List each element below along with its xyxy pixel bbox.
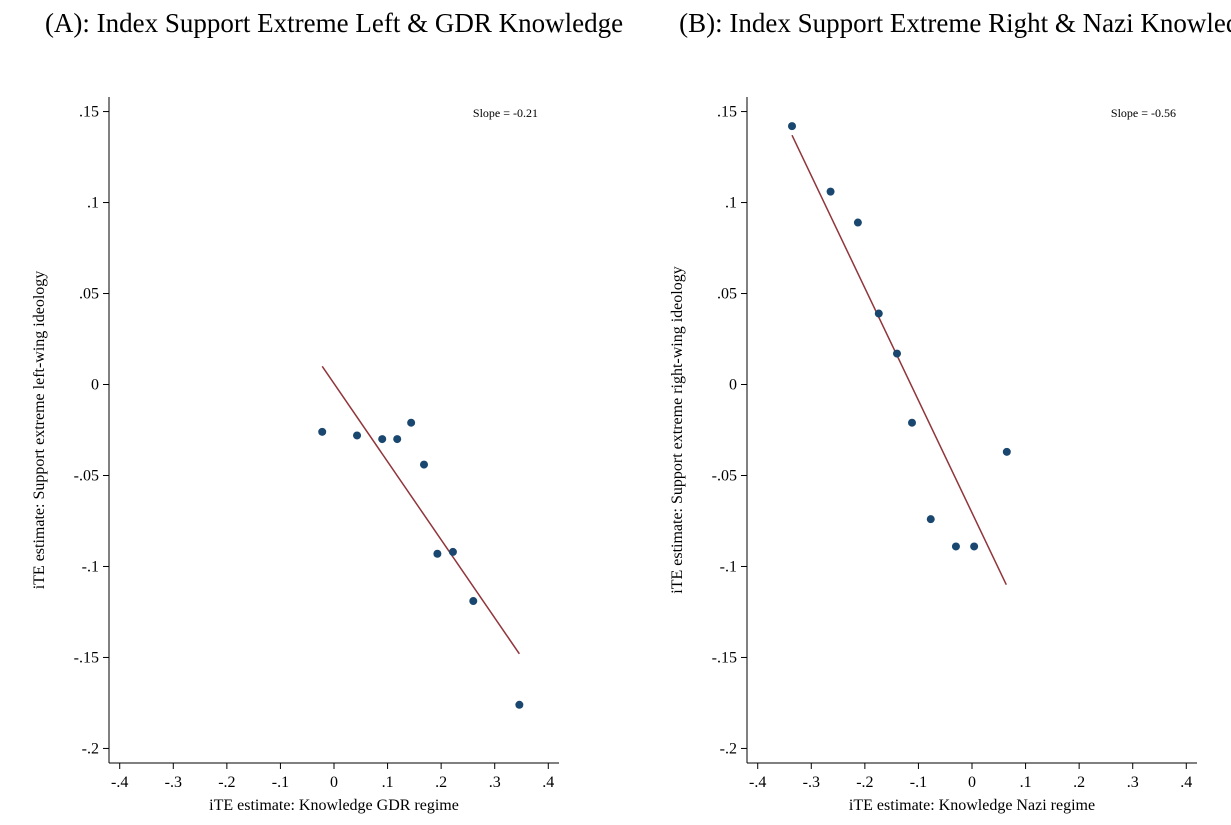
point — [874, 309, 883, 318]
point — [908, 418, 916, 427]
point — [448, 547, 457, 556]
point — [393, 435, 402, 444]
x-axis-label: iTE estimate: Knowledge Nazi regime — [849, 797, 1095, 814]
y-tick-label: .05 — [717, 286, 737, 303]
point — [1002, 447, 1011, 456]
y-axis-label: iTE estimate: Support extreme left-wing … — [31, 271, 48, 590]
x-tick-label: 0 — [968, 774, 976, 791]
point — [469, 597, 478, 606]
y-axis-label: iTE estimate: Support extreme right-wing… — [669, 266, 686, 593]
point — [788, 122, 796, 131]
y-tick-label: -.15 — [74, 649, 99, 666]
x-tick-label: .4 — [1180, 774, 1192, 791]
point — [926, 515, 935, 524]
x-tick-label: .2 — [1073, 774, 1085, 791]
point — [970, 542, 979, 551]
y-tick-label: -.15 — [712, 649, 737, 666]
point — [433, 549, 442, 558]
x-tick-label: .3 — [489, 774, 501, 791]
x-tick-label: -.1 — [272, 774, 289, 791]
y-tick-label: -.1 — [82, 558, 99, 575]
x-tick-label: .3 — [1127, 774, 1139, 791]
x-tick-label: -.3 — [165, 774, 182, 791]
point — [515, 700, 524, 709]
x-tick-label: -.2 — [218, 774, 235, 791]
chart-title: (B): Index Support Extreme Right & Nazi … — [679, 8, 1231, 38]
x-tick-label: -.4 — [749, 774, 766, 791]
x-tick-label: .1 — [382, 774, 394, 791]
y-tick-label: .1 — [725, 195, 737, 212]
x-tick-label: -.3 — [803, 774, 820, 791]
y-tick-label: .15 — [717, 104, 737, 121]
fit-line — [791, 134, 1007, 585]
y-tick-label: -.05 — [74, 467, 99, 484]
x-tick-label: .1 — [1020, 774, 1032, 791]
fit-line — [321, 365, 520, 655]
point — [893, 349, 901, 358]
annotation: Slope = -0.21 — [473, 106, 538, 120]
point — [378, 435, 387, 444]
annotation: Slope = -0.56 — [1111, 106, 1176, 120]
y-tick-label: -.2 — [82, 740, 99, 757]
y-tick-label: -.05 — [712, 467, 737, 484]
point — [420, 460, 428, 469]
y-tick-label: -.1 — [720, 558, 737, 575]
x-tick-label: -.1 — [910, 774, 927, 791]
y-tick-label: -.2 — [720, 740, 737, 757]
point — [318, 427, 327, 436]
x-tick-label: .2 — [435, 774, 447, 791]
x-tick-label: .4 — [542, 774, 554, 791]
x-tick-label: 0 — [330, 774, 338, 791]
point — [951, 542, 960, 551]
y-tick-label: 0 — [729, 377, 737, 394]
x-tick-label: -.2 — [856, 774, 873, 791]
y-tick-label: .05 — [79, 286, 99, 303]
point — [826, 187, 835, 196]
y-tick-label: .1 — [87, 195, 99, 212]
point — [853, 218, 862, 227]
point — [353, 431, 362, 440]
point — [407, 418, 416, 427]
x-axis-label: iTE estimate: Knowledge GDR regime — [209, 797, 459, 814]
y-tick-label: .15 — [79, 104, 99, 121]
y-tick-label: 0 — [91, 377, 99, 394]
x-tick-label: -.4 — [111, 774, 128, 791]
chart-title: (A): Index Support Extreme Left & GDR Kn… — [44, 8, 624, 38]
